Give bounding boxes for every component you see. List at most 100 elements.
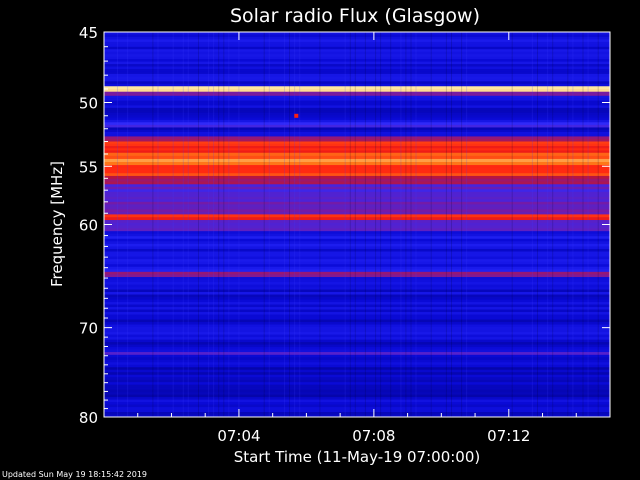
spectrum-band (104, 184, 610, 215)
band-row (104, 93, 610, 97)
band-row (104, 56, 610, 60)
band-row (104, 332, 610, 336)
band-row (104, 100, 610, 104)
band-row (104, 319, 610, 323)
band-row (104, 54, 610, 58)
spectrum-band (104, 220, 610, 232)
band-row (104, 236, 610, 240)
band-row (104, 399, 610, 403)
band-row (104, 66, 610, 70)
band-row (104, 412, 610, 416)
band-row (104, 220, 610, 224)
band-row (104, 372, 610, 376)
band-row (104, 277, 610, 281)
spectrum-band (104, 122, 610, 129)
band-row (104, 342, 610, 346)
band-row (104, 309, 610, 313)
y-axis-label: Frequency [MHz] (48, 161, 66, 287)
band-row (104, 88, 610, 93)
spectrum-band (104, 352, 610, 356)
band-row (104, 397, 610, 401)
band-row (104, 394, 610, 398)
band-row (104, 279, 610, 283)
band-row (104, 287, 610, 291)
band-row (104, 251, 610, 255)
band-row (104, 233, 610, 237)
band-row (104, 122, 610, 126)
x-tick-label: 07:12 (487, 427, 530, 445)
band-row (104, 91, 610, 95)
band-row (104, 71, 610, 75)
band-row (104, 124, 610, 129)
band-row (104, 136, 610, 140)
band-row (104, 68, 610, 73)
band-row (104, 307, 610, 311)
band-row (104, 374, 610, 378)
band-row (104, 32, 610, 36)
burst-spot (294, 113, 299, 118)
band-row (104, 334, 610, 338)
band-row (104, 352, 610, 356)
band-row (104, 134, 610, 138)
band-row (104, 289, 610, 293)
band-row (104, 241, 610, 245)
band-row (104, 407, 610, 411)
spectrum-band (104, 158, 610, 166)
band-row (104, 294, 610, 298)
band-row (104, 184, 610, 188)
spectrum-band (104, 277, 610, 353)
band-row (104, 34, 610, 38)
band-row (104, 274, 610, 278)
band-row (104, 73, 610, 77)
band-row (104, 83, 610, 87)
band-row (104, 269, 610, 273)
spectrum-band (104, 127, 610, 138)
band-row (104, 297, 610, 301)
chart-title: Solar radio Flux (Glasgow) (230, 5, 480, 27)
band-row (104, 312, 610, 316)
band-row (104, 349, 610, 353)
band-row (104, 414, 610, 417)
band-row (104, 404, 610, 408)
band-row (104, 110, 610, 114)
band-row (104, 362, 610, 366)
band-row (104, 103, 610, 107)
band-row (104, 167, 610, 172)
y-tick-label: 70 (79, 320, 98, 338)
band-row (104, 292, 610, 296)
spectrum-band (104, 175, 610, 185)
band-row (104, 115, 610, 119)
spectrum-band (104, 141, 610, 154)
band-row (104, 44, 610, 48)
band-row (104, 86, 610, 90)
band-row (104, 201, 610, 205)
band-row (104, 119, 610, 123)
band-row (104, 152, 610, 157)
band-row (104, 158, 610, 163)
band-row (104, 217, 610, 221)
band-row (104, 194, 610, 198)
band-row (104, 357, 610, 361)
band-row (104, 384, 610, 388)
band-row (104, 304, 610, 308)
band-row (104, 354, 610, 358)
spectrum-band (104, 214, 610, 221)
band-row (104, 95, 610, 99)
band-row (104, 339, 610, 343)
band-row (104, 162, 610, 166)
band-row (104, 175, 610, 180)
band-row (104, 302, 610, 306)
band-row (104, 377, 610, 381)
band-row (104, 402, 610, 406)
band-row (104, 76, 610, 80)
band-row (104, 170, 610, 174)
band-row (104, 98, 610, 102)
band-row (104, 148, 610, 152)
band-row (104, 225, 610, 229)
spectrum-band (104, 152, 610, 160)
y-tick-label: 60 (79, 217, 98, 235)
band-row (104, 150, 610, 154)
band-row (104, 36, 610, 40)
band-row (104, 178, 610, 183)
band-row (104, 409, 610, 413)
